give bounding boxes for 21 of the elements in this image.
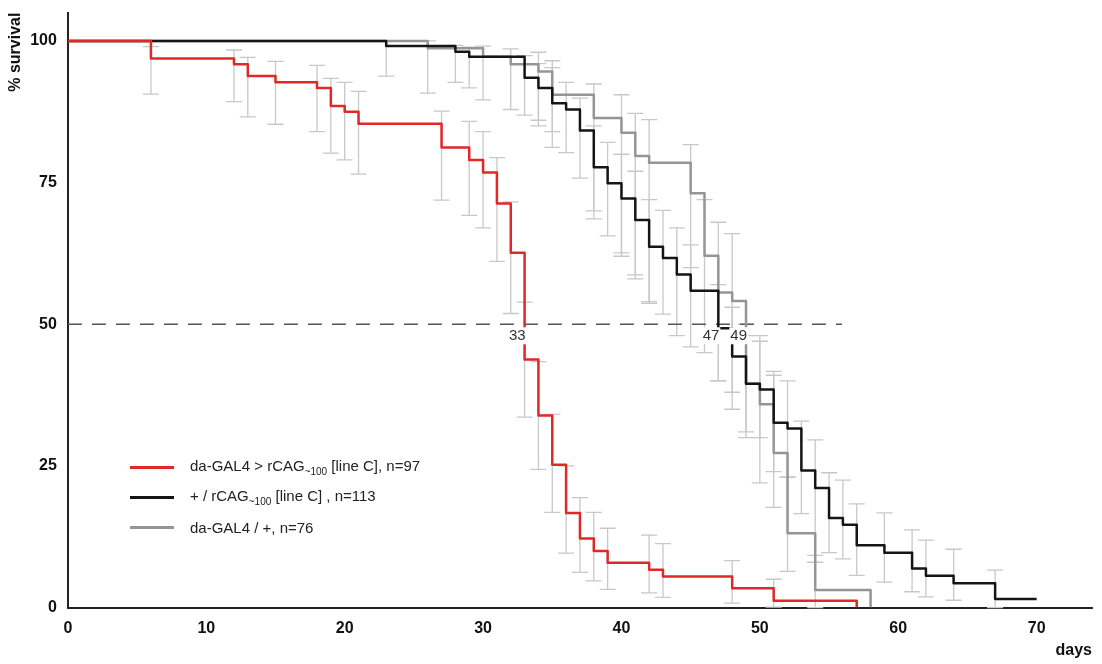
legend-label: da-GAL4 > rCAG$_{~100}$ [line C], n=97 <box>190 457 421 477</box>
x-tick-label: 70 <box>1027 618 1046 636</box>
x-tick-label: 10 <box>197 618 216 636</box>
x-tick-label: 20 <box>335 618 354 636</box>
annotation: 33 <box>508 325 526 343</box>
x-tick-label: 40 <box>612 618 631 636</box>
y-axis-title: % survival <box>6 12 24 92</box>
legend-label: + / rCAG$_{~100}$ [line C] , n=113 <box>190 487 376 507</box>
x-tick-label: 60 <box>889 618 908 636</box>
annotation: 49 <box>730 325 748 343</box>
y-tick-label: 75 <box>39 173 57 191</box>
y-tick-label: 0 <box>47 598 57 616</box>
annotation: 47 <box>702 325 720 343</box>
y-tick-label: 25 <box>39 456 57 474</box>
y-tick-label: 100 <box>30 31 57 49</box>
x-axis-title: days <box>1055 640 1093 658</box>
x-tick-label: 50 <box>750 618 769 636</box>
legend-label: da-GAL4 / +, n=76 <box>190 518 314 536</box>
x-tick-label: 0 <box>63 618 73 636</box>
x-tick-label: 30 <box>474 618 493 636</box>
y-tick-label: 50 <box>39 314 57 332</box>
